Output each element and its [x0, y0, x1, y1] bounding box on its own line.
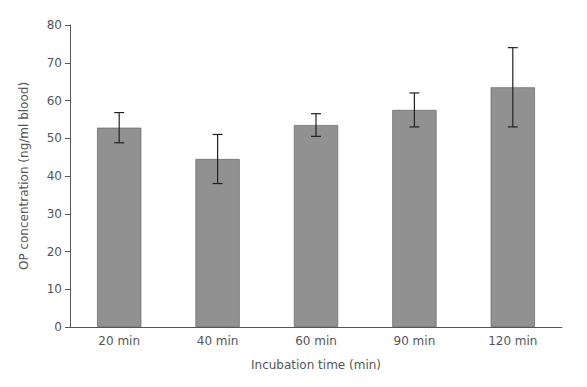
svg-text:60: 60: [47, 94, 62, 108]
svg-text:20 min: 20 min: [98, 334, 140, 348]
svg-text:30: 30: [47, 207, 62, 221]
svg-text:OP concentration (ng/ml blood): OP concentration (ng/ml blood): [17, 82, 31, 270]
svg-text:80: 80: [47, 18, 62, 32]
svg-text:60 min: 60 min: [295, 334, 337, 348]
svg-text:40: 40: [47, 169, 62, 183]
svg-text:120 min: 120 min: [488, 334, 537, 348]
svg-text:Incubation time (min): Incubation time (min): [251, 358, 381, 372]
svg-text:70: 70: [47, 56, 62, 70]
svg-text:40 min: 40 min: [197, 334, 239, 348]
svg-text:10: 10: [47, 282, 62, 296]
svg-text:50: 50: [47, 131, 62, 145]
svg-text:90 min: 90 min: [394, 334, 436, 348]
svg-text:0: 0: [54, 320, 62, 334]
svg-text:20: 20: [47, 245, 62, 259]
